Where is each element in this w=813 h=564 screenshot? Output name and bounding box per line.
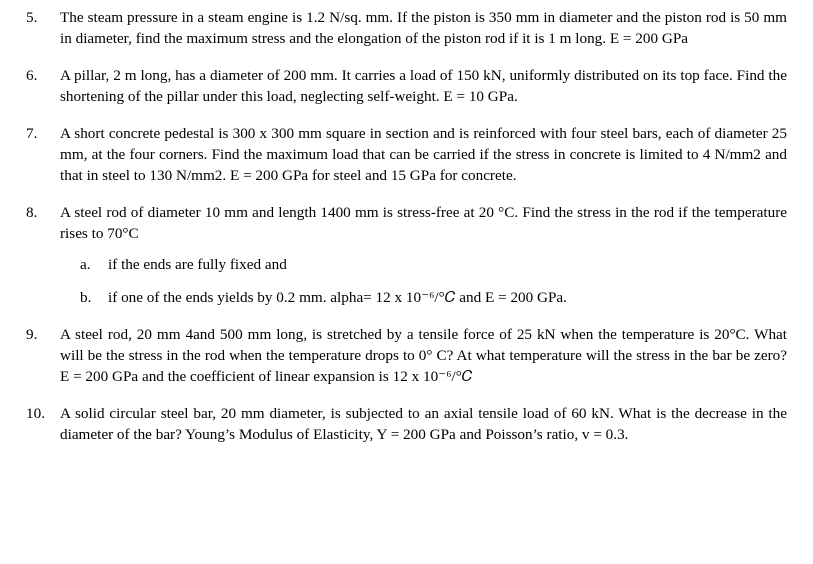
sub-item: if the ends are fully fixed and	[60, 255, 787, 276]
problem-text: A solid circular steel bar, 20 mm diamet…	[60, 405, 787, 443]
problem-item: A solid circular steel bar, 20 mm diamet…	[26, 404, 787, 446]
problem-list: The steam pressure in a steam engine is …	[26, 8, 787, 446]
problem-text: A pillar, 2 m long, has a diameter of 20…	[60, 67, 787, 105]
problem-item: A pillar, 2 m long, has a diameter of 20…	[26, 66, 787, 108]
sub-text: if the ends are fully fixed and	[108, 256, 287, 273]
sub-item: if one of the ends yields by 0.2 mm. alp…	[60, 288, 787, 309]
problem-text: A steel rod, 20 mm 4and 500 mm long, is …	[60, 326, 787, 385]
problem-item: A short concrete pedestal is 300 x 300 m…	[26, 124, 787, 187]
page: The steam pressure in a steam engine is …	[0, 0, 813, 470]
problem-item: A steel rod of diameter 10 mm and length…	[26, 203, 787, 309]
problem-item: A steel rod, 20 mm 4and 500 mm long, is …	[26, 325, 787, 388]
problem-text: A steel rod of diameter 10 mm and length…	[60, 204, 787, 242]
sub-list: if the ends are fully fixed and if one o…	[60, 255, 787, 309]
problem-item: The steam pressure in a steam engine is …	[26, 8, 787, 50]
problem-text: A short concrete pedestal is 300 x 300 m…	[60, 125, 787, 184]
problem-text: The steam pressure in a steam engine is …	[60, 9, 787, 47]
sub-text: if one of the ends yields by 0.2 mm. alp…	[108, 289, 567, 306]
